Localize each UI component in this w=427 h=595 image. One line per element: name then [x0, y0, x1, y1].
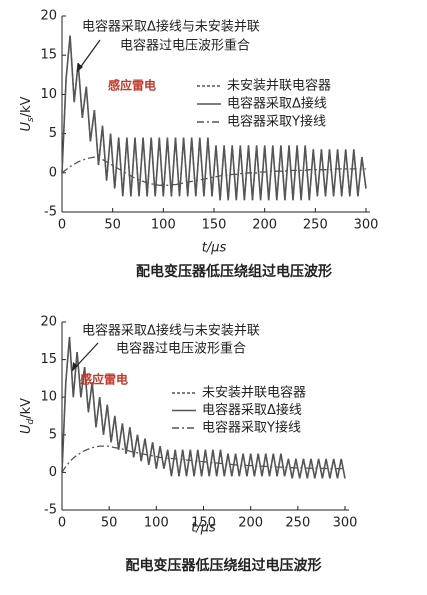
y-tick-label: 0: [49, 465, 57, 480]
series-line: [61, 35, 367, 201]
y-tick-label: 5: [49, 427, 57, 442]
y-label-sub: d: [26, 419, 36, 425]
legend-label: 电容器采取Δ接线: [227, 96, 327, 112]
legend-label: 未安装并联电容器: [202, 385, 306, 401]
y-tick-label: 20: [40, 315, 57, 330]
series-line: [61, 445, 345, 473]
y-axis-label: Ud/kV: [19, 398, 36, 434]
arrow-head: [77, 63, 83, 72]
annotation: 电容器采取Δ接线与未安装并联: [82, 323, 260, 339]
x-tick-label: 300: [333, 516, 358, 531]
y-label-main: U: [19, 122, 34, 132]
annotation: 电容器采取Δ接线与未安装并联: [82, 19, 260, 35]
x-tick-label: 100: [144, 516, 169, 531]
y-label-unit: /kV: [19, 96, 34, 117]
legend-label: 电容器采取Y接线: [202, 420, 301, 436]
series-line: [61, 336, 346, 479]
x-tick-label: 300: [354, 218, 379, 233]
y-tick-label: 5: [49, 126, 57, 141]
y-label-unit: /kV: [19, 398, 34, 419]
y-axis-label: Us/kV: [19, 96, 36, 131]
x-tick-label: 250: [285, 516, 310, 531]
x-tick-label: 150: [191, 516, 216, 531]
annotation: 电容器过电压波形重合: [120, 38, 250, 54]
legend-label: 电容器采取Y接线: [227, 114, 326, 130]
x-tick-label: 200: [252, 218, 277, 233]
x-axis-label: t/μs: [191, 521, 216, 536]
legend-label: 电容器采取Δ接线: [202, 402, 302, 418]
annotation-red: 感应雷电: [80, 372, 128, 387]
x-tick-label: 0: [58, 516, 66, 531]
y-tick-label: 15: [40, 48, 57, 63]
y-tick-label: 15: [40, 352, 57, 367]
y-tick-label: 0: [49, 165, 57, 180]
y-tick-label: -5: [44, 205, 57, 220]
arrow-head: [72, 362, 78, 371]
y-tick-label: 20: [40, 9, 57, 24]
x-tick-label: 0: [58, 218, 66, 233]
x-tick-label: 250: [303, 218, 328, 233]
x-tick-label: 50: [101, 516, 118, 531]
annotation: 电容器过电压波形重合: [116, 341, 246, 357]
x-tick-label: 150: [202, 218, 227, 233]
series-line: [61, 156, 366, 186]
annotation-red: 感应雷电: [108, 78, 156, 93]
caption: 配电变压器低压绕组过电压波形: [126, 557, 322, 574]
y-tick-label: 10: [40, 87, 57, 102]
caption: 配电变压器低压绕组过电压波形: [136, 263, 332, 280]
x-tick-label: 200: [238, 516, 263, 531]
x-tick-label: 100: [151, 218, 176, 233]
x-axis-label: t/μs: [202, 241, 227, 256]
y-label-sub: s: [26, 117, 36, 122]
legend-label: 未安装并联电容器: [227, 78, 331, 94]
y-label-main: U: [19, 424, 34, 434]
y-tick-label: 10: [40, 390, 57, 405]
y-tick-label: -5: [44, 503, 57, 518]
x-tick-label: 50: [104, 218, 121, 233]
